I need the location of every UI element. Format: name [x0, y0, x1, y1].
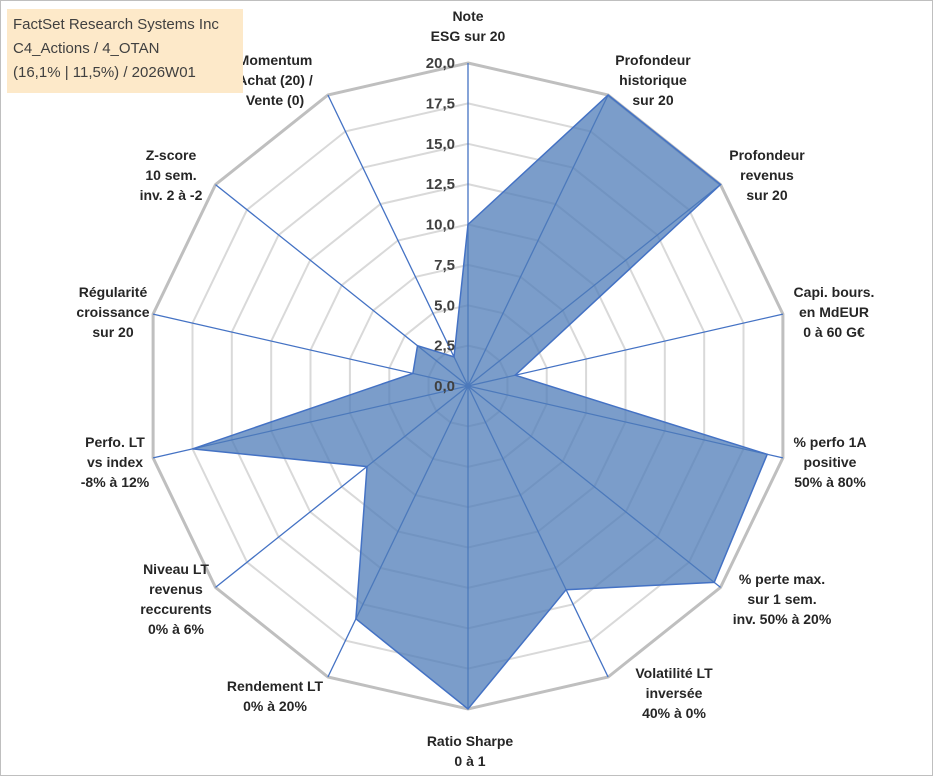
axis-label-line: inv. 2 à -2 — [140, 187, 203, 203]
axis-label-line: historique — [619, 72, 687, 88]
axis-label-9: Niveau LT revenus reccurents 0% à 6% — [140, 561, 212, 637]
axis-label-line: positive — [804, 454, 857, 470]
axis-label-line: 0% à 20% — [243, 698, 307, 714]
axis-label-line: ESG sur 20 — [431, 28, 506, 44]
axis-label-13: Momentum Achat (20) / Vente (0) — [237, 52, 313, 108]
title-company: FactSet Research Systems Inc — [13, 13, 237, 37]
axis-label-6: Volatilité LT inversée 40% à 0% — [635, 665, 713, 721]
axis-label-line: Perfo. LT — [85, 434, 145, 450]
axis-label-8: Rendement LT 0% à 20% — [227, 678, 324, 714]
axis-label-line: inv. 50% à 20% — [733, 611, 832, 627]
axis-label-line: revenus — [740, 167, 794, 183]
axis-label-4: % perfo 1A positive 50% à 80% — [793, 434, 866, 490]
axis-label-line: inversée — [646, 685, 703, 701]
title-category: C4_Actions / 4_OTAN — [13, 37, 237, 61]
axis-label-line: en MdEUR — [799, 304, 869, 320]
axis-label-line: revenus — [149, 581, 203, 597]
axis-label-line: 10 sem. — [145, 167, 196, 183]
axis-label-line: sur 20 — [632, 92, 673, 108]
axis-label-line: Régularité — [79, 284, 148, 300]
axis-label-line: Achat (20) / — [237, 72, 313, 88]
axis-label-line: -8% à 12% — [81, 474, 150, 490]
axis-label-line: sur 1 sem. — [747, 591, 816, 607]
axis-label-line: sur 20 — [92, 324, 133, 340]
axis-label-line: reccurents — [140, 601, 212, 617]
radial-tick-labels: 0,0 2,5 5,0 7,5 10,0 12,5 15,0 17,5 20,0 — [426, 55, 455, 395]
tick-label-6: 15,0 — [426, 136, 455, 153]
axis-label-line: croissance — [76, 304, 149, 320]
axis-label-1: Profondeur historique sur 20 — [615, 52, 691, 108]
axis-label-line: % perte max. — [739, 571, 825, 587]
axis-label-line: Z-score — [146, 147, 197, 163]
axis-label-line: 50% à 80% — [794, 474, 866, 490]
axis-label-line: Profondeur — [615, 52, 691, 68]
axis-label-line: Note — [452, 8, 483, 24]
axis-label-line: Volatilité LT — [635, 665, 713, 681]
tick-label-2: 5,0 — [434, 297, 455, 314]
axis-label-line: Ratio Sharpe — [427, 733, 514, 749]
axis-label-11: Régularité croissance sur 20 — [76, 284, 149, 340]
axis-label-line: 0% à 6% — [148, 621, 205, 637]
tick-label-5: 12,5 — [426, 176, 455, 193]
tick-label-8: 20,0 — [426, 55, 455, 72]
axis-label-line: 0 à 1 — [454, 753, 485, 769]
axis-label-line: Momentum — [238, 52, 313, 68]
axis-label-line: Niveau LT — [143, 561, 209, 577]
tick-label-7: 17,5 — [426, 95, 455, 112]
axis-label-line: Vente (0) — [246, 92, 304, 108]
axis-label-line: % perfo 1A — [793, 434, 866, 450]
axis-label-line: Rendement LT — [227, 678, 324, 694]
axis-label-2: Profondeur revenus sur 20 — [729, 147, 805, 203]
axis-label-line: 40% à 0% — [642, 705, 706, 721]
axis-label-10: Perfo. LT vs index -8% à 12% — [81, 434, 150, 490]
axis-label-line: vs index — [87, 454, 143, 470]
tick-label-3: 7,5 — [434, 257, 455, 274]
tick-label-1: 2,5 — [434, 338, 455, 355]
axis-label-3: Capi. bours. en MdEUR 0 à 60 G€ — [794, 284, 875, 340]
axis-label-line: Capi. bours. — [794, 284, 875, 300]
axis-label-line: Profondeur — [729, 147, 805, 163]
axis-label-line: 0 à 60 G€ — [803, 324, 865, 340]
axis-label-line: sur 20 — [746, 187, 787, 203]
axis-label-0: Note ESG sur 20 — [431, 8, 506, 44]
tick-label-4: 10,0 — [426, 217, 455, 234]
title-stats: (16,1% | 11,5%) / 2026W01 — [13, 61, 237, 85]
chart-title-box: FactSet Research Systems Inc C4_Actions … — [7, 9, 243, 93]
axis-label-7: Ratio Sharpe 0 à 1 — [427, 733, 514, 769]
tick-label-0: 0,0 — [434, 378, 455, 395]
axis-label-12: Z-score 10 sem. inv. 2 à -2 — [140, 147, 203, 203]
axis-label-5: % perte max. sur 1 sem. inv. 50% à 20% — [733, 571, 832, 627]
